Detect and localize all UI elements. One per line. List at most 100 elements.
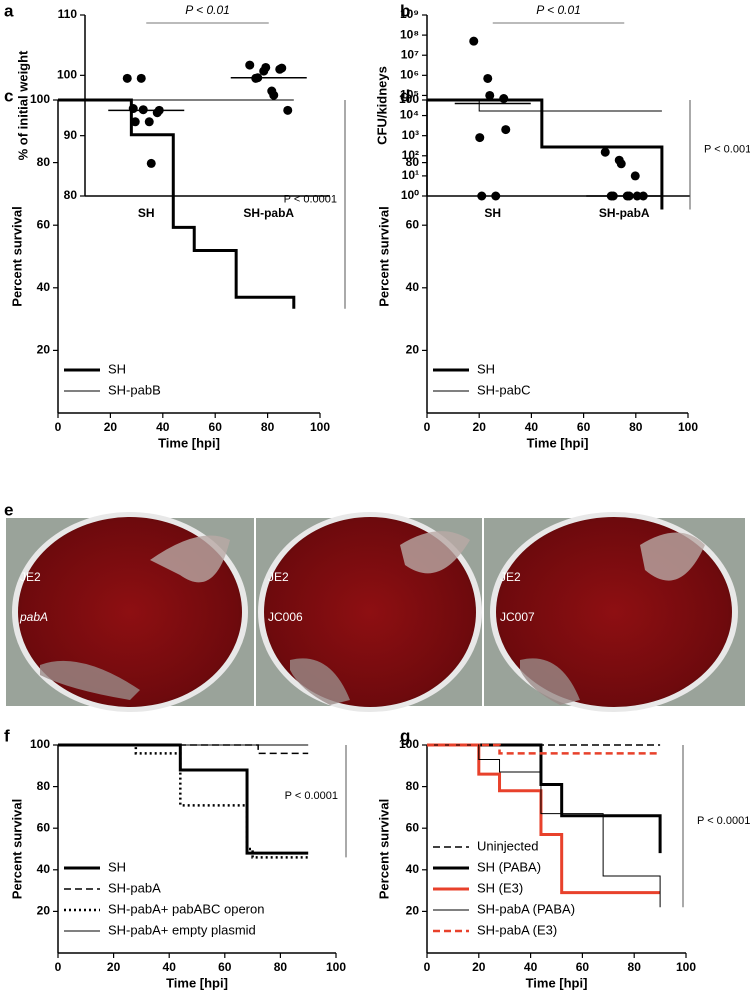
data-point	[475, 133, 485, 143]
y-tick-label: 60	[406, 820, 420, 834]
chart-panel: b CFU/kidneys 10⁰ 10¹ 10² 10³ 10⁴ 10⁵ 10⁶ 10⁷ 10⁸ 1…	[374, 1, 690, 220]
y-tick-label: 10⁶	[400, 68, 419, 82]
x-tick-label: 60	[577, 420, 591, 434]
significance-label: P < 0.0001	[284, 193, 337, 205]
legend-label: SH (PABA)	[477, 859, 541, 874]
survival-curve	[427, 743, 661, 895]
significance-label: P < 0.01	[536, 3, 581, 17]
data-point	[477, 191, 487, 201]
x-tick-label: 20	[104, 420, 118, 434]
x-tick-label: SH-pabA	[243, 206, 294, 220]
x-axis-label: Time [hpi]	[527, 435, 589, 450]
y-tick-label: 40	[37, 280, 51, 294]
y-tick-label: 10⁴	[400, 108, 419, 122]
chart-panel: c Percent survival 20 40 60 80 100 0 20 40 60 80 100…	[4, 86, 346, 450]
data-point	[283, 105, 293, 115]
chart-panel: f Percent survival 20 40 60 80 100 0 20 40 60 80 100…	[4, 726, 347, 990]
x-tick-label: 60	[218, 960, 232, 974]
panel-label: a	[4, 1, 14, 20]
panel-label: f	[4, 726, 10, 745]
chart-panel: a % of initial weight 80 90 100 110 SH SH-pabA P…	[4, 1, 330, 220]
data-point	[616, 159, 626, 169]
data-point	[485, 90, 495, 100]
y-axis-label: CFU/kidneys	[374, 66, 389, 145]
x-tick-label: 80	[274, 960, 288, 974]
x-tick-label: 0	[424, 420, 431, 434]
data-point	[630, 171, 640, 181]
x-tick-label: 40	[525, 420, 539, 434]
y-axis-label: Percent survival	[9, 799, 24, 899]
data-point	[261, 62, 271, 72]
legend-label: SH (E3)	[477, 880, 523, 895]
y-tick-label: 10⁸	[400, 27, 419, 41]
survival-curve	[427, 98, 664, 210]
y-tick-label: 10³	[402, 128, 419, 142]
y-tick-label: 90	[64, 128, 78, 142]
plate-label: pabA	[19, 610, 48, 624]
x-axis-label: Time [hpi]	[526, 975, 588, 990]
survival-curve	[58, 743, 309, 855]
chart-panel: d Percent survival 20 40 60 80 100 0 20 40 60 80 100…	[376, 86, 750, 450]
y-tick-label: 80	[37, 155, 51, 169]
legend-label: SH	[108, 859, 126, 874]
survival-curve	[58, 743, 309, 859]
x-tick-label: 20	[472, 960, 486, 974]
y-tick-label: 20	[406, 343, 420, 357]
y-tick-label: 20	[406, 904, 420, 918]
image-panel: e JE2 pabA JE2 JC006 JE2 JC007	[4, 500, 745, 712]
plate-label: JC007	[500, 610, 535, 624]
legend-label: SH-pabA	[108, 880, 161, 895]
y-axis-label: % of initial weight	[15, 50, 30, 160]
y-tick-label: 100	[399, 92, 419, 106]
x-tick-label: SH-pabA	[599, 206, 650, 220]
y-axis-label: Percent survival	[376, 799, 391, 899]
y-tick-label: 80	[37, 779, 51, 793]
x-tick-label: 100	[676, 960, 696, 974]
legend-label: SH-pabC	[477, 382, 530, 397]
significance-label: P < 0.001	[704, 144, 750, 156]
survival-curve	[427, 99, 662, 112]
significance-label: P < 0.0001	[285, 790, 338, 802]
x-tick-label: SH	[138, 206, 155, 220]
x-axis-label: Time [hpi]	[166, 975, 228, 990]
x-tick-label: 80	[261, 420, 275, 434]
legend-label: SH-pabA+ empty plasmid	[108, 922, 256, 937]
significance-label: P < 0.01	[185, 3, 230, 17]
y-tick-label: 20	[37, 904, 51, 918]
data-point	[600, 147, 610, 157]
chart-panel: g Percent survival 20 40 60 80 100 0 20 40 60 80 100…	[376, 726, 750, 990]
survival-curve	[427, 743, 661, 755]
y-tick-label: 60	[406, 217, 420, 231]
x-tick-label: 60	[576, 960, 590, 974]
data-point	[146, 158, 156, 168]
survival-curve	[58, 98, 296, 309]
y-tick-label: 10⁵	[400, 88, 419, 102]
y-tick-label: 40	[37, 862, 51, 876]
y-tick-label: 10⁰	[401, 188, 419, 202]
panel-label: d	[400, 86, 410, 105]
y-tick-label: 40	[406, 862, 420, 876]
data-point	[491, 191, 501, 201]
y-tick-label: 80	[406, 779, 420, 793]
data-point	[501, 125, 511, 135]
data-point	[277, 63, 287, 73]
data-point	[136, 73, 146, 83]
data-point	[483, 73, 493, 83]
x-axis-label: Time [hpi]	[158, 435, 220, 450]
y-tick-label: 10⁹	[400, 7, 419, 21]
x-tick-label: 20	[473, 420, 487, 434]
x-tick-label: 40	[156, 420, 170, 434]
legend-label: SH-pabA (PABA)	[477, 901, 575, 916]
panel-label: c	[4, 86, 13, 105]
data-point	[269, 90, 279, 100]
colony-streak	[150, 531, 705, 583]
x-tick-label: 0	[55, 420, 62, 434]
data-point	[130, 117, 140, 127]
panel-label: g	[400, 726, 410, 745]
survival-curve	[427, 744, 661, 908]
y-tick-label: 100	[57, 68, 77, 82]
data-point	[469, 36, 479, 46]
y-tick-label: 60	[37, 820, 51, 834]
x-tick-label: SH	[484, 206, 501, 220]
